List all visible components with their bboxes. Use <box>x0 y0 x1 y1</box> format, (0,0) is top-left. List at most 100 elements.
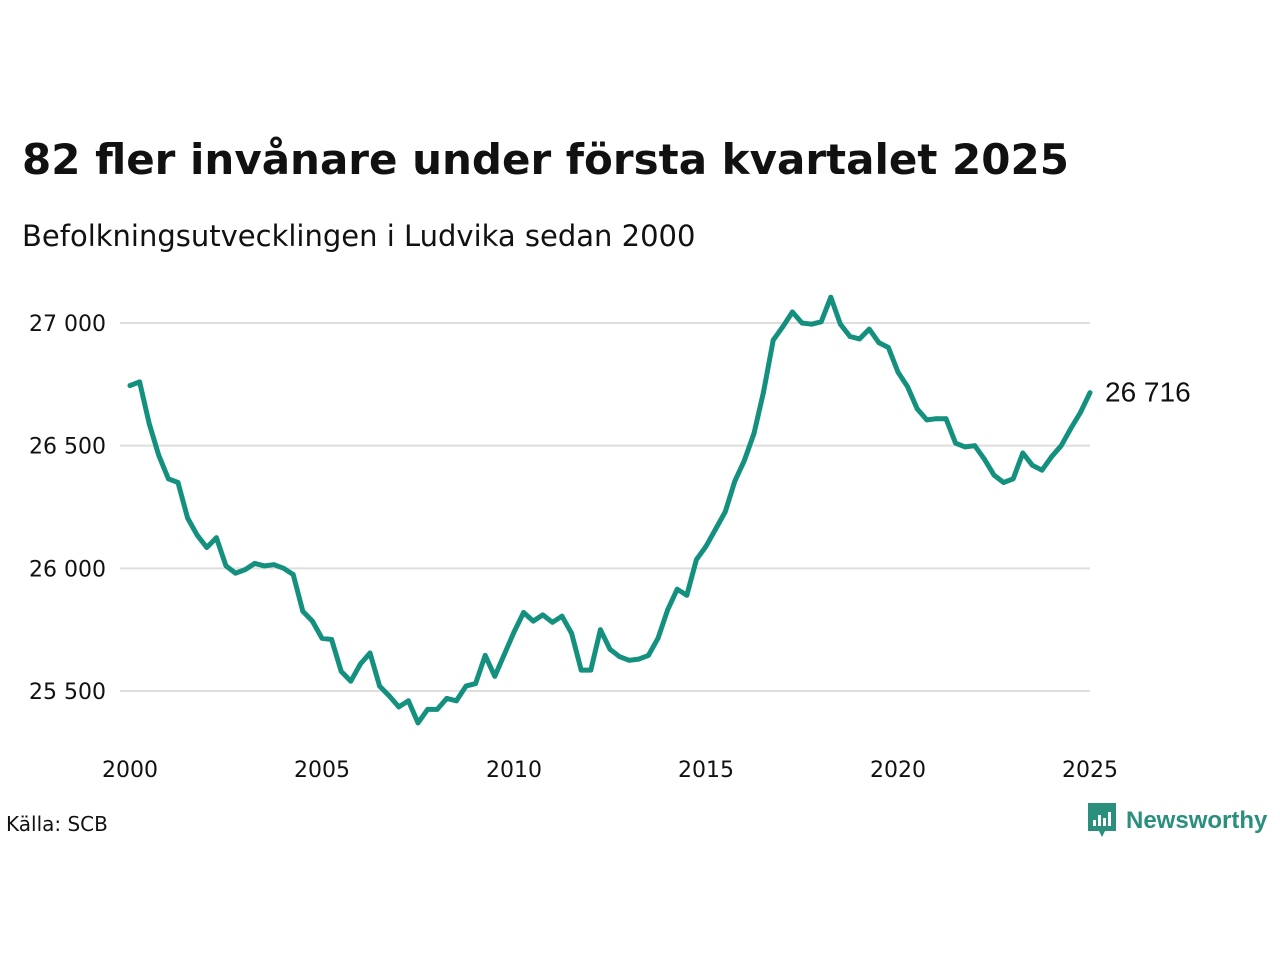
data-point <box>166 476 171 482</box>
data-point <box>1020 450 1026 456</box>
population-series <box>127 294 1093 726</box>
data-point <box>310 618 315 624</box>
data-point <box>530 618 536 624</box>
data-point <box>300 608 306 614</box>
brand-logo: Newsworthy <box>1088 803 1267 839</box>
data-point <box>962 444 968 450</box>
data-point <box>761 389 766 395</box>
x-tick-label: 2015 <box>678 758 734 783</box>
data-point <box>511 629 517 635</box>
data-point <box>674 586 680 592</box>
data-point <box>943 416 949 422</box>
data-point <box>665 607 670 613</box>
data-point <box>598 627 603 633</box>
data-point <box>876 340 882 346</box>
data-point <box>185 515 191 521</box>
data-point <box>905 384 910 390</box>
data-point <box>732 478 738 484</box>
data-point <box>271 562 277 568</box>
x-tick-label: 2000 <box>102 758 158 783</box>
x-axis-tick-labels: 2000 2005 2010 2015 2020 2025 <box>102 758 1118 783</box>
data-point <box>914 406 920 412</box>
data-point <box>262 563 267 569</box>
data-point <box>626 657 632 663</box>
data-point <box>607 646 613 652</box>
data-point <box>838 321 843 327</box>
data-point <box>223 563 229 569</box>
data-point <box>319 635 325 641</box>
data-point <box>540 612 546 618</box>
data-point <box>818 319 824 325</box>
data-point <box>367 650 373 656</box>
data-point <box>982 456 987 462</box>
data-point <box>895 369 901 375</box>
data-point <box>377 683 382 689</box>
data-point <box>1030 462 1035 468</box>
data-point <box>214 535 219 541</box>
data-point <box>194 532 200 538</box>
source-note: Källa: SCB <box>6 812 108 836</box>
data-points <box>127 294 1093 726</box>
y-tick-label: 27 000 <box>29 312 106 337</box>
x-tick-label: 2005 <box>294 758 350 783</box>
data-point <box>1010 476 1016 482</box>
data-point <box>463 683 469 689</box>
data-point <box>204 545 210 550</box>
data-point <box>175 480 181 485</box>
series-line <box>127 294 1093 726</box>
data-point <box>454 698 459 704</box>
x-tick-label: 2020 <box>870 758 926 783</box>
y-axis-tick-labels: 25 500 26 000 26 500 27 000 <box>29 312 106 705</box>
data-point <box>444 695 450 701</box>
data-point <box>972 443 978 449</box>
data-point <box>156 453 162 458</box>
data-point <box>799 320 805 326</box>
data-point <box>127 383 133 388</box>
data-point <box>242 567 248 572</box>
data-point <box>559 613 565 619</box>
x-tick-label: 2010 <box>486 758 542 783</box>
data-point <box>713 526 718 532</box>
brand-name: Newsworthy <box>1126 807 1268 834</box>
data-point <box>886 345 891 350</box>
data-point <box>290 572 296 577</box>
data-point <box>1068 426 1074 431</box>
data-point <box>742 457 747 463</box>
data-point <box>329 637 334 642</box>
data-point <box>502 651 507 657</box>
data-point <box>934 416 939 422</box>
data-point <box>578 667 584 673</box>
data-point <box>953 440 958 446</box>
data-point <box>847 334 853 339</box>
data-point <box>636 656 642 662</box>
data-point <box>550 619 555 625</box>
data-point <box>828 294 834 300</box>
data-point <box>348 678 354 684</box>
data-point <box>406 698 411 704</box>
data-point <box>252 561 258 566</box>
data-point <box>1078 410 1083 415</box>
data-point <box>569 630 574 636</box>
data-point <box>646 653 651 658</box>
data-point <box>588 667 594 673</box>
data-point <box>722 509 728 515</box>
data-point <box>617 654 622 660</box>
data-point <box>1001 480 1006 485</box>
data-point <box>1087 390 1093 396</box>
data-point <box>1039 467 1045 473</box>
data-point <box>780 324 786 330</box>
data-point <box>386 693 392 699</box>
data-point <box>396 704 402 710</box>
data-point <box>281 565 286 571</box>
data-point <box>434 707 440 712</box>
y-tick-label: 25 500 <box>29 680 106 705</box>
chart-subtitle: Befolkningsutvecklingen i Ludvika sedan … <box>22 219 696 253</box>
data-point <box>338 668 344 674</box>
x-tick-label: 2025 <box>1062 758 1118 783</box>
y-tick-label: 26 000 <box>29 557 106 582</box>
data-point <box>358 661 363 667</box>
chart-title: 82 fler invånare under första kvartalet … <box>22 135 1069 184</box>
data-point <box>146 421 152 426</box>
data-point <box>233 570 239 576</box>
